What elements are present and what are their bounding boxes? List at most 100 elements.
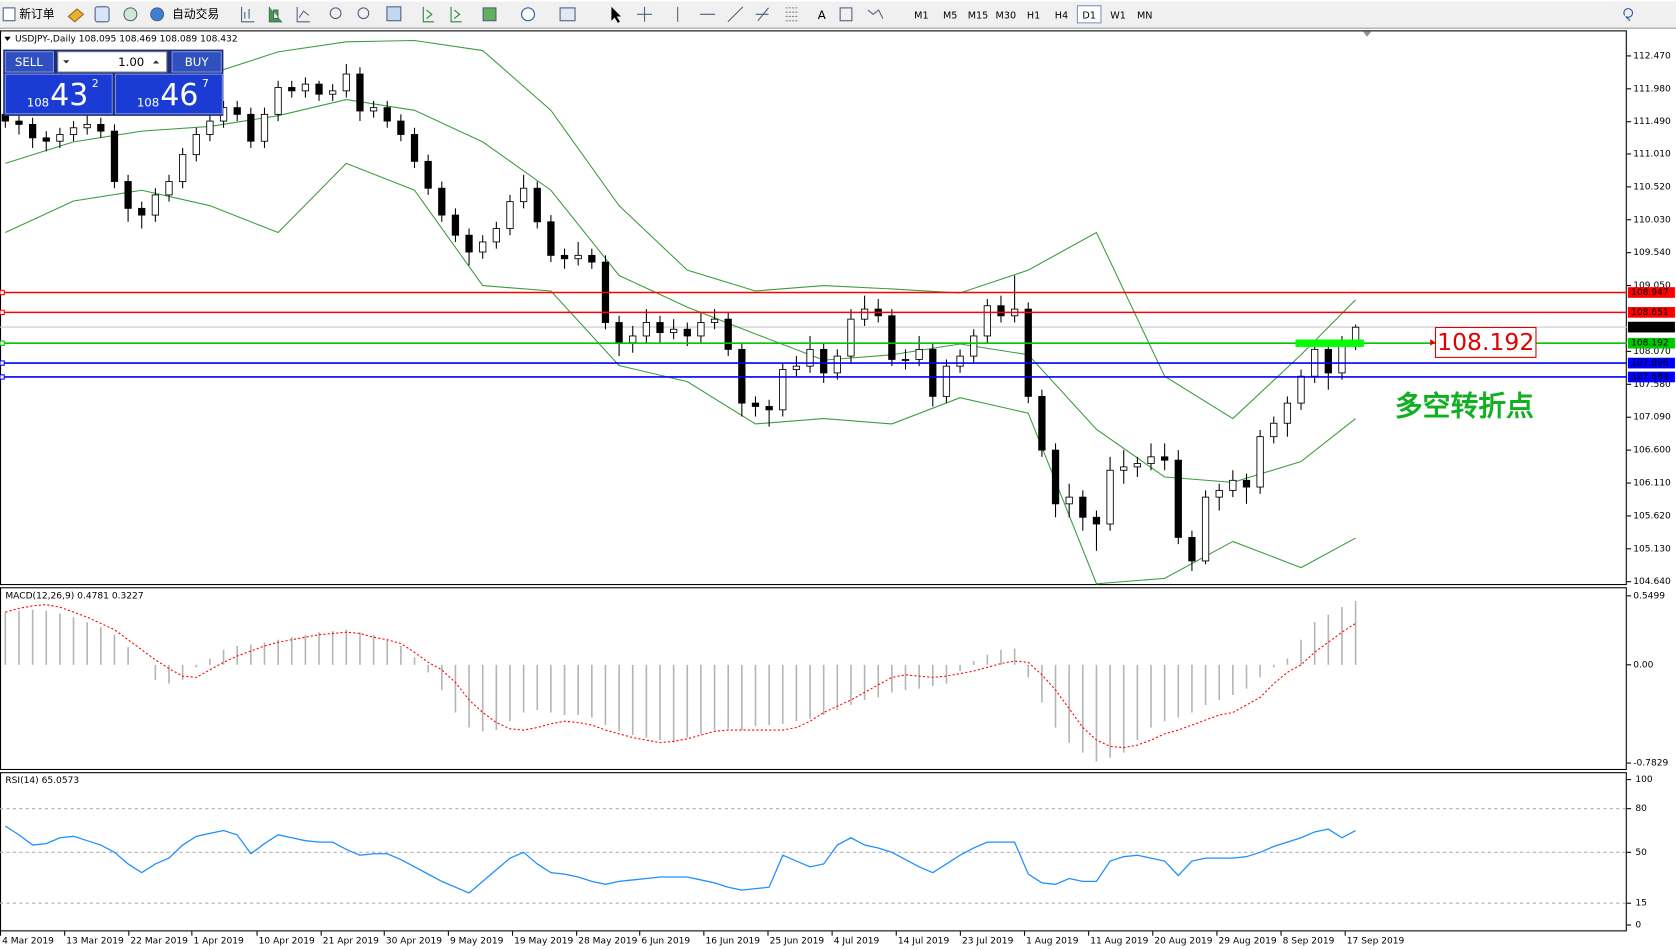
- candle-body: [69, 127, 78, 135]
- x-tick-label: 9 May 2019: [450, 937, 504, 947]
- icon[interactable]: [150, 7, 165, 22]
- buy-price[interactable]: [114, 73, 223, 115]
- candle-body: [956, 355, 964, 367]
- timeframe-button[interactable]: H1: [1027, 10, 1040, 21]
- candle-body: [1242, 479, 1251, 488]
- icon[interactable]: [329, 7, 342, 20]
- icon[interactable]: [268, 6, 283, 23]
- candle-body: [451, 214, 460, 236]
- y-tick-label: 111.980: [1633, 84, 1671, 94]
- candle-body: [1201, 496, 1210, 562]
- x-tick-label: 6 Jun 2019: [641, 937, 690, 947]
- candle-body: [710, 318, 719, 323]
- buy-button[interactable]: [171, 51, 222, 73]
- timeframe-button[interactable]: D1: [1082, 10, 1096, 21]
- y-tick-label: 104.640: [1633, 577, 1671, 587]
- candle-body: [410, 134, 419, 162]
- level-label-bg: [1627, 337, 1675, 349]
- icon[interactable]: [867, 9, 884, 19]
- candle-body: [1297, 375, 1305, 404]
- timeframe-button[interactable]: M5: [943, 10, 957, 21]
- buy-label[interactable]: BUY: [185, 55, 210, 69]
- sell-price[interactable]: [4, 73, 113, 115]
- y-tick-label: 112.470: [1633, 51, 1671, 61]
- buy-price-pips: 46: [160, 78, 198, 113]
- level-label-bg: [1627, 357, 1675, 369]
- new-order-button[interactable]: 新订单: [19, 7, 54, 21]
- candle-body: [942, 365, 951, 397]
- candle-body: [533, 187, 541, 223]
- candle-body: [492, 228, 500, 243]
- timeframe-active: [1076, 5, 1102, 24]
- candle-body: [369, 107, 378, 112]
- candle-body: [1147, 456, 1155, 464]
- icon[interactable]: [386, 6, 402, 22]
- candle-body: [642, 322, 651, 337]
- icon[interactable]: [422, 6, 434, 23]
- icon[interactable]: [241, 6, 255, 23]
- lot-value[interactable]: 1.00: [118, 55, 144, 69]
- icon[interactable]: [296, 6, 310, 23]
- candle-body: [860, 308, 869, 320]
- candle-body: [888, 315, 896, 360]
- icon[interactable]: [450, 6, 462, 23]
- icon[interactable]: [521, 7, 535, 22]
- y-tick-label: 109.540: [1633, 248, 1671, 258]
- chart-header: USDJPY-,Daily 108.095 108.469 108.089 10…: [15, 34, 238, 44]
- timeframe-button[interactable]: M30: [996, 10, 1017, 21]
- level-handle: [0, 289, 5, 296]
- toolbar: [0, 1, 1676, 29]
- timeframe-button[interactable]: W1: [1110, 10, 1126, 21]
- y-tick-label: 105.130: [1633, 544, 1671, 554]
- lot-input[interactable]: [57, 51, 168, 73]
- y-tick-label: 111.490: [1633, 117, 1671, 127]
- level-label: 107.689: [1631, 372, 1669, 382]
- x-tick-label: 13 Mar 2019: [66, 937, 124, 947]
- timeframe-button[interactable]: M15: [968, 10, 989, 21]
- level-label: 108.192: [1631, 339, 1669, 349]
- timeframe-button[interactable]: MN: [1137, 10, 1152, 21]
- candle-body: [383, 107, 391, 122]
- icon[interactable]: [559, 7, 576, 22]
- icon[interactable]: [123, 7, 138, 22]
- candle-body: [438, 187, 446, 216]
- sell-label[interactable]: SELL: [15, 55, 43, 69]
- icon[interactable]: [357, 7, 370, 20]
- timeframe-button[interactable]: M1: [914, 10, 928, 21]
- rsi-line: [4, 825, 1356, 894]
- icon[interactable]: [637, 6, 653, 22]
- candle-body: [656, 322, 664, 334]
- candle-body: [151, 194, 160, 216]
- candle-body: [574, 254, 582, 260]
- sell-button[interactable]: [4, 51, 54, 73]
- candle-body: [1283, 402, 1292, 424]
- candle-body: [1038, 395, 1046, 451]
- chart-layer: 112.470 111.980 111.490 111.010 110.520 110.0…: [0, 39, 1675, 947]
- text-tool[interactable]: A: [818, 8, 826, 22]
- x-tick-label: 21 Apr 2019: [323, 937, 379, 947]
- x-tick-label: 28 May 2019: [578, 937, 637, 947]
- y-tick-label: 100: [1635, 775, 1653, 785]
- timeframe-button[interactable]: H4: [1055, 10, 1068, 21]
- candle-body: [1161, 456, 1169, 461]
- sell-price-pips: 43: [50, 78, 88, 113]
- icon[interactable]: [482, 7, 497, 22]
- y-tick-label: 107.090: [1633, 413, 1671, 423]
- candle-body: [342, 73, 350, 92]
- icon[interactable]: [839, 7, 853, 22]
- icon[interactable]: [785, 7, 799, 22]
- icon[interactable]: [1623, 8, 1633, 22]
- x-tick-label: 4 Jul 2019: [834, 937, 880, 947]
- y-tick-label: 107.580: [1633, 380, 1671, 390]
- timeframes: M1 M5 M15 M30 H1 H4 D1 W1 MN: [914, 5, 1153, 24]
- bollinger-upper: [5, 39, 1356, 420]
- icon[interactable]: [677, 6, 744, 23]
- icon[interactable]: [611, 6, 622, 23]
- x-tick-label: 1 Apr 2019: [193, 937, 244, 947]
- auto-trading-button[interactable]: 自动交易: [172, 7, 219, 21]
- highlight-bar: [1295, 339, 1364, 347]
- level-handle: [0, 360, 5, 366]
- icon[interactable]: [755, 7, 769, 22]
- icon[interactable]: [94, 6, 110, 23]
